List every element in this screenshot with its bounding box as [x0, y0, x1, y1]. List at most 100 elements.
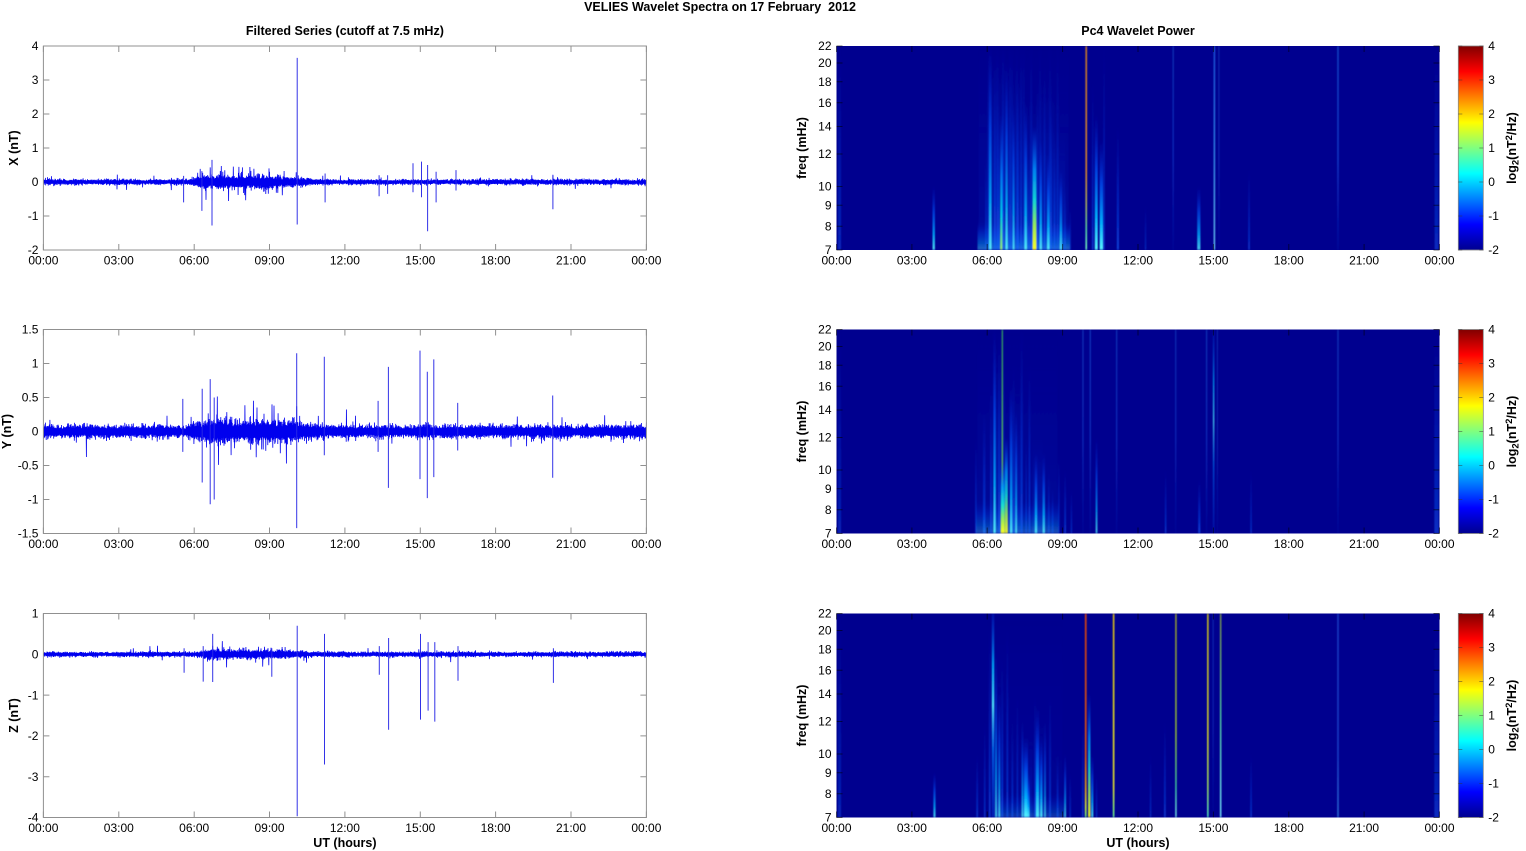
svg-text:15:00: 15:00 — [1198, 821, 1228, 835]
svg-text:18:00: 18:00 — [481, 821, 511, 835]
svg-text:0: 0 — [32, 175, 39, 189]
svg-text:18:00: 18:00 — [1274, 821, 1304, 835]
svg-text:20: 20 — [818, 340, 832, 354]
svg-text:10: 10 — [818, 463, 832, 477]
svg-text:-2: -2 — [28, 729, 39, 743]
svg-text:freq (mHz): freq (mHz) — [795, 117, 809, 179]
svg-text:10: 10 — [818, 180, 832, 194]
svg-text:-1: -1 — [1488, 493, 1499, 507]
svg-text:09:00: 09:00 — [1048, 254, 1078, 268]
svg-text:7: 7 — [825, 527, 832, 541]
svg-text:1: 1 — [1488, 709, 1495, 723]
svg-text:00:00: 00:00 — [821, 254, 851, 268]
svg-text:Pc4 Wavelet Power: Pc4 Wavelet Power — [1081, 24, 1195, 38]
svg-text:22: 22 — [818, 607, 832, 621]
svg-text:00:00: 00:00 — [631, 821, 661, 835]
svg-text:9: 9 — [825, 198, 832, 212]
svg-text:-1: -1 — [28, 493, 39, 507]
svg-text:1: 1 — [1488, 425, 1495, 439]
svg-text:22: 22 — [818, 323, 832, 337]
svg-text:03:00: 03:00 — [897, 821, 927, 835]
svg-text:18:00: 18:00 — [481, 254, 511, 268]
svg-text:-2: -2 — [1488, 243, 1499, 257]
svg-text:18: 18 — [818, 358, 832, 372]
svg-text:18:00: 18:00 — [1274, 254, 1304, 268]
svg-text:-2: -2 — [28, 243, 39, 257]
svg-text:16: 16 — [818, 663, 832, 677]
svg-text:18: 18 — [818, 642, 832, 656]
svg-text:VELIES Wavelet Spectra on 17 F: VELIES Wavelet Spectra on 17 February 20… — [584, 0, 856, 14]
svg-text:18:00: 18:00 — [481, 537, 511, 551]
svg-text:Z (nT): Z (nT) — [7, 698, 21, 733]
svg-text:log2(nT2/Hz): log2(nT2/Hz) — [1504, 680, 1522, 752]
svg-text:06:00: 06:00 — [179, 254, 209, 268]
svg-text:-2: -2 — [1488, 811, 1499, 825]
svg-text:UT (hours): UT (hours) — [313, 836, 376, 850]
svg-text:3: 3 — [1488, 73, 1495, 87]
svg-text:15:00: 15:00 — [405, 254, 435, 268]
svg-text:15:00: 15:00 — [405, 537, 435, 551]
svg-text:-2: -2 — [1488, 527, 1499, 541]
svg-text:freq (mHz): freq (mHz) — [795, 401, 809, 463]
svg-text:00:00: 00:00 — [1424, 821, 1454, 835]
svg-text:3: 3 — [1488, 357, 1495, 371]
svg-text:22: 22 — [818, 39, 832, 53]
svg-text:1: 1 — [32, 607, 39, 621]
svg-text:0: 0 — [32, 425, 39, 439]
svg-text:03:00: 03:00 — [104, 254, 134, 268]
svg-text:03:00: 03:00 — [897, 537, 927, 551]
svg-text:00:00: 00:00 — [28, 821, 58, 835]
svg-text:9: 9 — [825, 766, 832, 780]
svg-text:06:00: 06:00 — [972, 821, 1002, 835]
svg-text:00:00: 00:00 — [821, 537, 851, 551]
svg-text:09:00: 09:00 — [254, 254, 284, 268]
svg-text:21:00: 21:00 — [1349, 254, 1379, 268]
svg-text:8: 8 — [825, 503, 832, 517]
svg-text:8: 8 — [825, 219, 832, 233]
svg-text:21:00: 21:00 — [556, 821, 586, 835]
svg-text:4: 4 — [1488, 323, 1495, 337]
svg-text:15:00: 15:00 — [1198, 537, 1228, 551]
svg-text:12:00: 12:00 — [330, 821, 360, 835]
svg-text:0: 0 — [1488, 175, 1495, 189]
svg-text:00:00: 00:00 — [1424, 254, 1454, 268]
svg-text:06:00: 06:00 — [179, 821, 209, 835]
svg-text:03:00: 03:00 — [104, 821, 134, 835]
svg-text:06:00: 06:00 — [972, 254, 1002, 268]
svg-text:-1: -1 — [28, 688, 39, 702]
svg-text:09:00: 09:00 — [254, 821, 284, 835]
svg-text:UT (hours): UT (hours) — [1106, 836, 1169, 850]
svg-text:log2(nT2/Hz): log2(nT2/Hz) — [1504, 112, 1522, 184]
svg-text:00:00: 00:00 — [631, 537, 661, 551]
svg-text:12:00: 12:00 — [330, 254, 360, 268]
svg-text:0.5: 0.5 — [22, 391, 39, 405]
svg-text:00:00: 00:00 — [28, 254, 58, 268]
svg-text:1: 1 — [1488, 141, 1495, 155]
svg-text:09:00: 09:00 — [1048, 537, 1078, 551]
svg-text:12: 12 — [818, 431, 832, 445]
svg-text:2: 2 — [1488, 391, 1495, 405]
svg-text:-1: -1 — [1488, 777, 1499, 791]
svg-text:8: 8 — [825, 787, 832, 801]
svg-text:14: 14 — [818, 687, 832, 701]
svg-text:14: 14 — [818, 120, 832, 134]
svg-text:4: 4 — [1488, 39, 1495, 53]
svg-text:21:00: 21:00 — [1349, 821, 1379, 835]
svg-text:X (nT): X (nT) — [7, 130, 21, 165]
svg-text:3: 3 — [1488, 641, 1495, 655]
svg-text:2: 2 — [1488, 675, 1495, 689]
svg-text:0: 0 — [32, 648, 39, 662]
svg-text:20: 20 — [818, 624, 832, 638]
svg-text:2: 2 — [1488, 107, 1495, 121]
svg-text:Filtered Series (cutoff at 7.5: Filtered Series (cutoff at 7.5 mHz) — [246, 24, 444, 38]
svg-text:03:00: 03:00 — [897, 254, 927, 268]
svg-text:3: 3 — [32, 73, 39, 87]
svg-text:1: 1 — [32, 141, 39, 155]
svg-text:12:00: 12:00 — [1123, 537, 1153, 551]
svg-text:Y (nT): Y (nT) — [0, 414, 14, 449]
svg-text:15:00: 15:00 — [405, 821, 435, 835]
svg-text:00:00: 00:00 — [631, 254, 661, 268]
svg-text:21:00: 21:00 — [556, 537, 586, 551]
svg-text:0: 0 — [1488, 743, 1495, 757]
svg-text:1: 1 — [32, 357, 39, 371]
